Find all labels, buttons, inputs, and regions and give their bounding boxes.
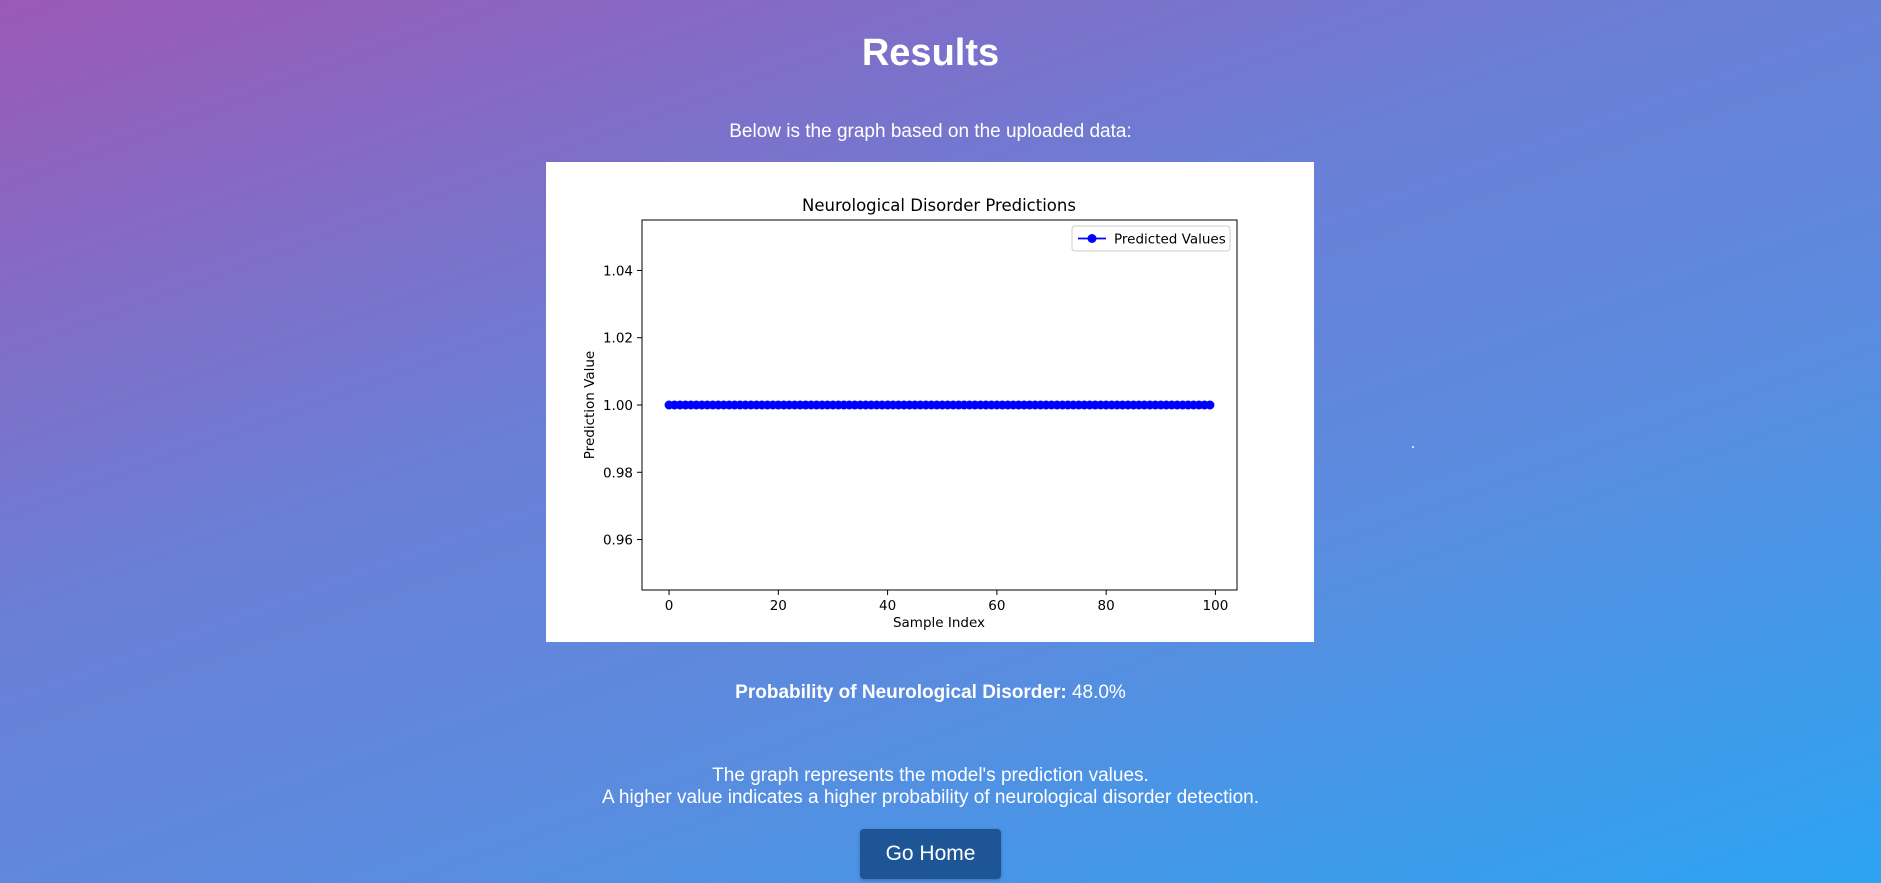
y-tick-label: 0.96 [603, 533, 633, 549]
x-tick-label: 40 [879, 598, 896, 614]
x-tick-label: 100 [1203, 598, 1229, 614]
explanation-text: The graph represents the model's predict… [0, 765, 1861, 809]
explanation-line-2: A higher value indicates a higher probab… [602, 787, 1259, 808]
x-axis-label: Sample Index [893, 615, 985, 631]
legend-box [1071, 225, 1231, 252]
legend-marker-icon [1087, 234, 1097, 243]
legend-label: Predicted Values [1114, 232, 1226, 248]
prediction-chart: Neurological Disorder Predictions 0 20 40 6… [546, 162, 1314, 642]
x-tick-label: 80 [1098, 598, 1115, 614]
chart-svg: Neurological Disorder Predictions 0 20 40 6… [582, 196, 1238, 631]
y-tick-label: 0.98 [603, 465, 633, 481]
go-home-button[interactable]: Go Home [860, 829, 1001, 879]
explanation-line-1: The graph represents the model's predict… [712, 765, 1149, 786]
y-tick-label: 1.04 [603, 263, 633, 279]
probability-label: Probability of Neurological Disorder: [735, 682, 1067, 703]
x-tick-label: 60 [988, 598, 1005, 614]
series-points [664, 400, 1215, 410]
data-point [1205, 400, 1215, 410]
y-tick-label: 1.00 [603, 398, 633, 414]
x-tick-label: 20 [770, 598, 787, 614]
y-axis-label: Prediction Value [582, 351, 598, 459]
chart-title: Neurological Disorder Predictions [802, 196, 1076, 215]
y-axis: 0.96 0.98 1.00 1.02 1.04 [603, 263, 642, 549]
probability-value: 48.0% [1071, 682, 1126, 703]
x-axis: 0 20 40 60 80 100 [665, 590, 1229, 614]
intro-text: Below is the graph based on the uploaded… [729, 121, 1132, 142]
stray-dot [1412, 446, 1414, 448]
page-title: Results [861, 32, 1000, 74]
y-tick-label: 1.02 [603, 331, 633, 347]
x-tick-label: 0 [665, 598, 674, 614]
chart-legend: Predicted Values [1071, 225, 1231, 252]
probability-line: Probability of Neurological Disorder: 48… [0, 682, 1861, 704]
